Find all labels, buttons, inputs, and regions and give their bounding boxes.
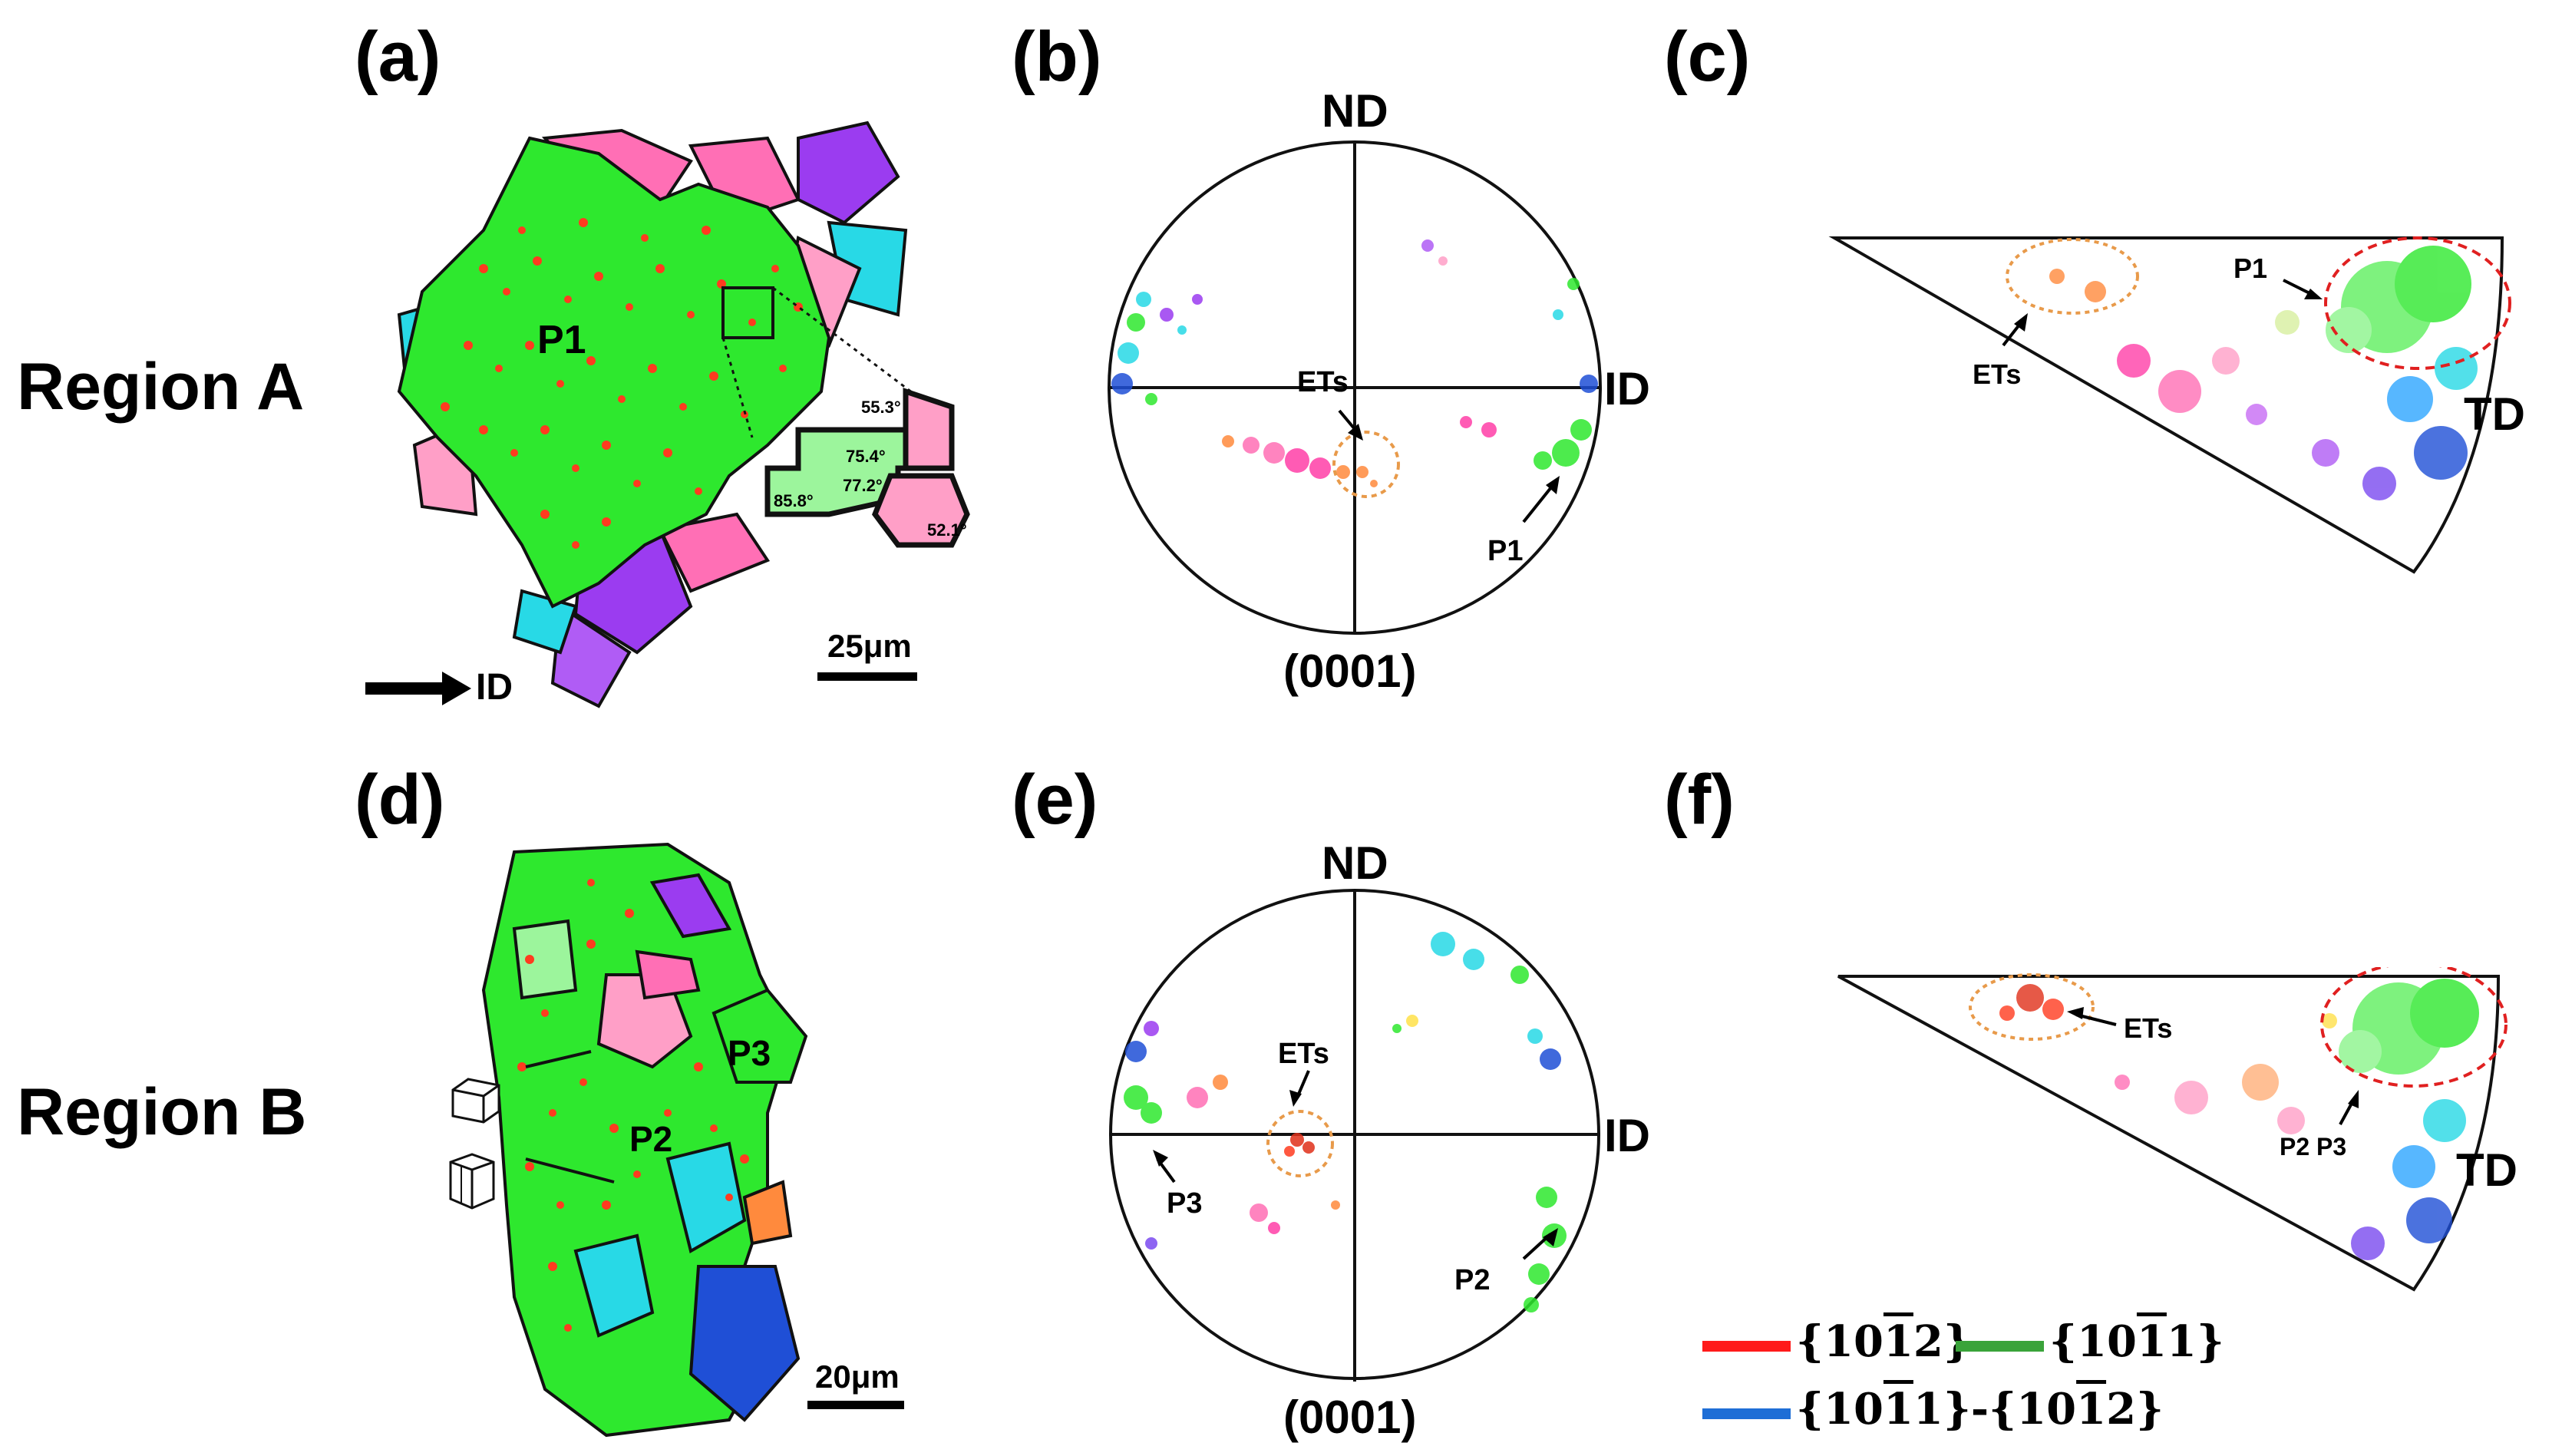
crystal-prism-icon-1 [451, 1078, 500, 1124]
inset-angle-4: 85.8° [774, 491, 814, 510]
legend-swatch-2 [1956, 1341, 2044, 1352]
pole-figure-b-top-label: ND [1322, 85, 1388, 137]
region-b-title: Region B [17, 1075, 307, 1149]
ipf-c-p1-label: P1 [2233, 253, 2267, 284]
crystal-prism-icon-2 [449, 1153, 495, 1210]
pole-figure-b-p1-label: P1 [1487, 535, 1523, 567]
pole-figure-e-p3-label: P3 [1167, 1187, 1202, 1220]
panel-label-c: (c) [1664, 18, 1751, 96]
ipf-f-p2p3-label: P2 P3 [2280, 1133, 2346, 1161]
pole-figure-e-ets-label: ETs [1278, 1038, 1329, 1070]
direction-label-id: ID [476, 667, 513, 708]
scale-label-a: 25μm [827, 628, 912, 664]
panel-label-b: (b) [1012, 18, 1102, 96]
pole-figure-e-bottom-label: (0001) [1283, 1392, 1417, 1443]
panel-label-e: (e) [1012, 761, 1098, 839]
id-arrow [365, 672, 471, 705]
ipf-c-corner-label: TD [2464, 388, 2525, 440]
region-a-title: Region A [17, 350, 305, 424]
pole-figure-b-right-label: ID [1604, 363, 1650, 414]
pole-figure-b-bottom-label: (0001) [1283, 645, 1417, 697]
legend-label-3: {1011}-{1012} [1796, 1384, 2164, 1435]
legend-swatch-1 [1702, 1341, 1791, 1352]
pole-figure-b-ets-label: ETs [1297, 366, 1349, 398]
panel-label-f: (f) [1664, 761, 1735, 839]
ipf-f-ets-label: ETs [2124, 1012, 2172, 1044]
pole-figure-e-right-label: ID [1604, 1110, 1650, 1161]
inset-angle-2: 75.4° [846, 447, 886, 466]
panel-label-d: (d) [355, 761, 445, 839]
scale-bar-d [807, 1401, 904, 1409]
pole-figure-e: ETs P3 P2 [1109, 889, 1600, 1382]
legend-swatch-3 [1702, 1408, 1791, 1419]
ipf-c-ets-label: ETs [1973, 358, 2021, 390]
inset-angle-5: 52.1° [927, 520, 967, 540]
grain-label-p3: P3 [728, 1033, 771, 1073]
inset-angle-1: 55.3° [861, 398, 901, 417]
scale-bar-a [817, 672, 917, 681]
scale-label-d: 20μm [815, 1359, 900, 1395]
inset-angle-3: 77.2° [843, 476, 883, 495]
grain-label-p2: P2 [629, 1119, 672, 1159]
orientation-map-d: P2 P3 [481, 842, 808, 1438]
ipf-f-corner-label: TD [2456, 1144, 2517, 1196]
ipf-c: P1 ETs [1828, 236, 2511, 574]
ipf-f: ETs P2 P3 [1837, 967, 2508, 1292]
legend-label-1: {1012} [1796, 1316, 1971, 1367]
grain-label-p1: P1 [537, 318, 586, 362]
orientation-map-a: 55.3° 75.4° 77.2° 85.8° 52.1° P1 [397, 121, 970, 708]
pole-figure-e-p2-label: P2 [1454, 1264, 1490, 1296]
pole-figure-e-top-label: ND [1322, 837, 1388, 889]
panel-label-a: (a) [355, 18, 441, 96]
pole-figure-b: ETs P1 [1108, 140, 1602, 635]
legend-label-2: {1011} [2049, 1316, 2224, 1367]
